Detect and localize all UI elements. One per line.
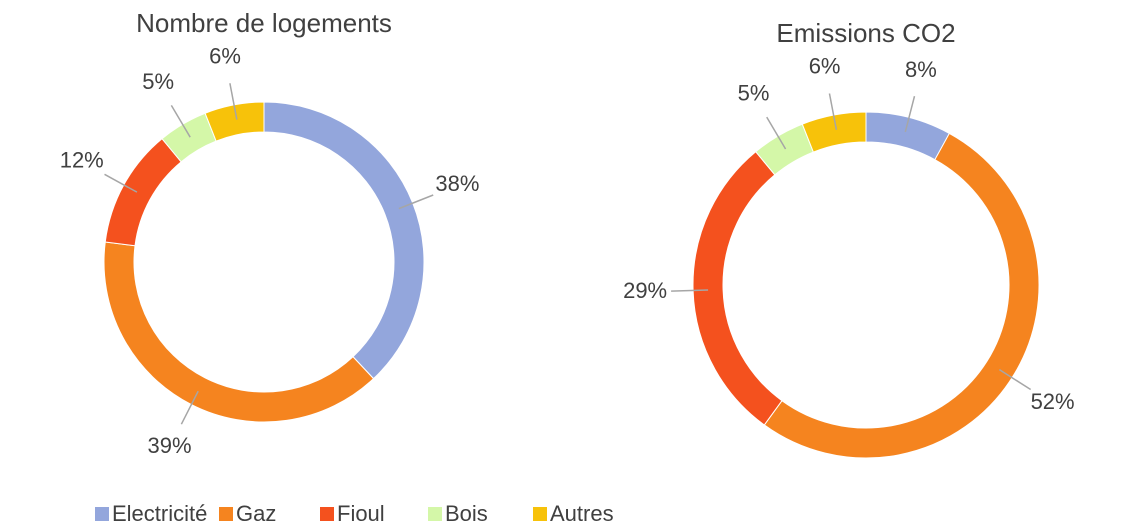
leader-line [398,194,434,210]
data-label: 6% [809,54,841,79]
legend-label: Fioul [337,501,385,526]
donut-segment [692,150,783,426]
legend-label: Gaz [236,501,276,526]
legend-swatch [95,507,109,521]
legend-label: Bois [445,501,488,526]
chart-title: Emissions CO2 [776,18,955,48]
donut-segment [104,138,182,247]
leader-line [229,83,238,120]
donut-segment [865,111,951,161]
data-label: 38% [435,171,479,196]
data-label: 5% [142,69,174,94]
data-label: 6% [209,43,241,68]
donut-segment [263,101,425,380]
leader-line [180,390,199,425]
leader-line [104,173,138,193]
leader-line [828,93,838,130]
data-label: 29% [623,278,667,303]
data-label: 52% [1031,389,1075,414]
donut-segment [801,111,867,153]
legend-swatch [428,507,442,521]
data-label: 8% [905,57,937,82]
data-label: 12% [60,148,104,173]
leader-line [999,369,1032,391]
legend-label: Electricité [112,501,207,526]
donut-segment [204,101,265,142]
leader-line [671,289,709,292]
data-label: 5% [738,81,770,106]
donut-segment [763,132,1040,459]
leader-line [904,95,916,133]
data-label: 39% [148,433,192,458]
chart-title: Nombre de logements [136,8,392,38]
leader-line [170,104,191,138]
legend-swatch [320,507,334,521]
legend-swatch [219,507,233,521]
donut-segment [103,241,375,423]
legend-swatch [533,507,547,521]
legend-label: Autres [550,501,614,526]
leader-line [766,116,787,150]
